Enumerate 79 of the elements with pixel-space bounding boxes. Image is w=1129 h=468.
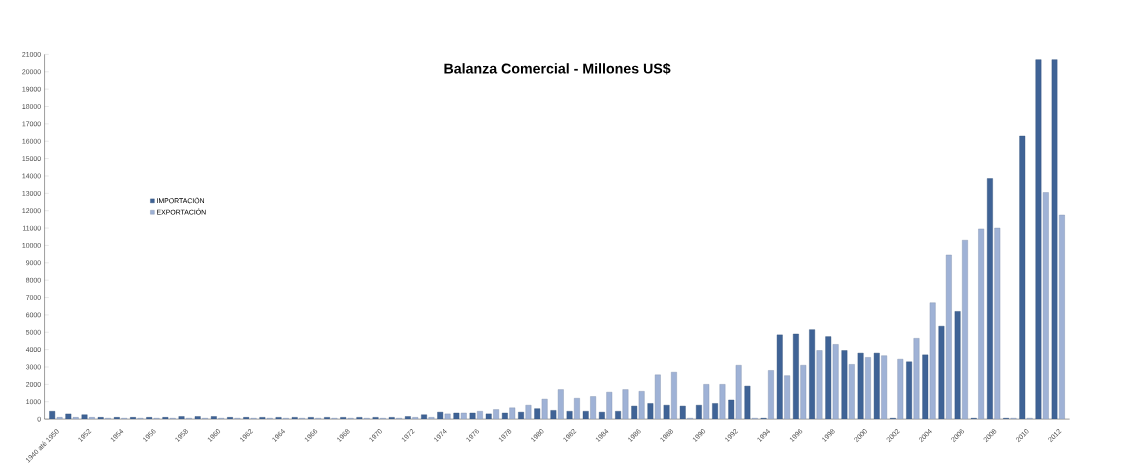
bar [631, 406, 638, 420]
bar [809, 329, 815, 420]
bar [696, 405, 702, 420]
bar [566, 411, 573, 420]
bar [1035, 59, 1042, 420]
bar [719, 384, 726, 420]
bar [913, 338, 920, 420]
bar [654, 374, 661, 420]
bar [81, 414, 88, 420]
bar [622, 389, 629, 420]
bar [453, 412, 460, 420]
bar [954, 311, 961, 420]
bar [518, 412, 524, 420]
bar [534, 408, 541, 420]
bar [509, 407, 516, 420]
bar [574, 398, 580, 420]
bar [841, 350, 848, 420]
bar [210, 416, 217, 420]
bar [873, 353, 880, 420]
bar [444, 413, 451, 420]
bar [776, 334, 783, 420]
bar [599, 412, 605, 420]
bar [865, 357, 871, 420]
bar [469, 412, 476, 420]
bar [1051, 59, 1058, 420]
bar [606, 392, 613, 420]
bar [437, 412, 444, 420]
bar [421, 414, 427, 420]
bar [477, 411, 483, 420]
bar [938, 326, 945, 420]
bar [178, 416, 185, 420]
bar [906, 361, 913, 420]
bar [945, 254, 952, 420]
bar [784, 375, 791, 420]
bar [638, 391, 645, 420]
bar [832, 344, 839, 420]
bar [460, 412, 467, 420]
bar [493, 409, 500, 420]
bar [590, 396, 597, 420]
bar [962, 240, 968, 420]
bar [800, 365, 807, 420]
bar [663, 405, 670, 420]
bar [744, 386, 751, 420]
bar [404, 416, 411, 420]
bar [987, 178, 993, 420]
bar [485, 413, 492, 420]
bar [65, 413, 72, 420]
bar [671, 372, 677, 420]
bar [557, 389, 564, 420]
bar [825, 336, 832, 420]
bar [816, 350, 823, 420]
bar [712, 403, 718, 420]
bar [615, 411, 621, 420]
bar [929, 302, 936, 420]
bar [768, 370, 774, 420]
bar [978, 228, 985, 420]
bar [848, 364, 855, 420]
bar [582, 411, 589, 420]
bar [881, 355, 888, 420]
bar [1059, 214, 1065, 420]
text: Balanza Comercial - Millones US$ [444, 63, 671, 75]
bar [194, 416, 201, 420]
bar [541, 399, 548, 420]
bar [897, 359, 904, 420]
bar [994, 228, 1001, 420]
bar [857, 353, 864, 420]
bar [647, 403, 654, 420]
bar [49, 411, 56, 420]
bar [703, 384, 710, 420]
bar [793, 333, 799, 420]
bar [922, 354, 929, 420]
bar [1042, 192, 1049, 420]
bar [735, 365, 742, 420]
bar [1019, 135, 1026, 420]
bar [501, 412, 508, 420]
bar [728, 399, 735, 420]
bar [550, 410, 557, 420]
bar [679, 406, 686, 420]
bar [525, 405, 532, 420]
